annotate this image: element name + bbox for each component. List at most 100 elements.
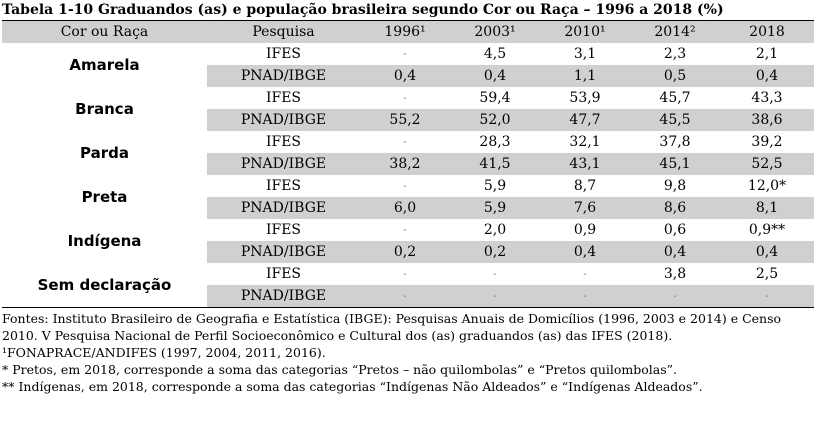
value-cell: 1,1 <box>540 65 630 87</box>
value-cell: 0,4 <box>360 65 450 87</box>
value-cell: 8,7 <box>540 175 630 197</box>
value-cell: 39,2 <box>720 131 814 153</box>
value-cell: 41,5 <box>450 153 540 175</box>
value-cell: 8,1 <box>720 197 814 219</box>
value-cell: 43,3 <box>720 87 814 109</box>
value-cell: 7,6 <box>540 197 630 219</box>
survey-cell: IFES <box>207 43 360 65</box>
column-header: 2018 <box>720 20 814 43</box>
footnote: ¹FONAPRACE/ANDIFES (1997, 2004, 2011, 20… <box>2 345 326 360</box>
value-cell: 28,3 <box>450 131 540 153</box>
value-cell: - <box>360 131 450 153</box>
value-cell: - <box>360 43 450 65</box>
survey-cell: PNAD/IBGE <box>207 109 360 131</box>
value-cell: 59,4 <box>450 87 540 109</box>
value-cell: - <box>360 285 450 308</box>
column-header: 1996¹ <box>360 20 450 43</box>
column-header: Cor ou Raça <box>2 20 207 43</box>
value-cell: 38,6 <box>720 109 814 131</box>
value-cell: 53,9 <box>540 87 630 109</box>
value-cell: 45,1 <box>630 153 720 175</box>
column-header: Pesquisa <box>207 20 360 43</box>
value-cell: - <box>450 263 540 285</box>
value-cell: 2,3 <box>630 43 720 65</box>
value-cell: 52,5 <box>720 153 814 175</box>
value-cell: - <box>630 285 720 308</box>
value-cell: 0,4 <box>720 241 814 263</box>
value-cell: - <box>360 87 450 109</box>
value-cell: - <box>360 175 450 197</box>
table-row: PNAD/IBGE 55,2 52,0 47,7 45,5 38,6 <box>2 109 814 131</box>
column-header: 2003¹ <box>450 20 540 43</box>
race-group-label: Indígena <box>2 219 207 263</box>
value-cell: - <box>360 263 450 285</box>
value-cell: 45,5 <box>630 109 720 131</box>
table-row: PNAD/IBGE 0,4 0,4 1,1 0,5 0,4 <box>2 65 814 87</box>
footnotes: Fontes: Instituto Brasileiro de Geografi… <box>2 310 820 395</box>
table-row: Parda IFES -28,3 32,1 37,8 39,2 <box>2 131 814 175</box>
value-cell: 45,7 <box>630 87 720 109</box>
table-row: PNAD/IBGE 38,2 41,5 43,1 45,1 52,5 <box>2 153 814 175</box>
survey-cell: IFES <box>207 175 360 197</box>
value-cell: 0,9** <box>720 219 814 241</box>
data-table: Cor ou Raça Pesquisa 1996¹ 2003¹ 2010¹ 2014² 2… <box>2 20 814 308</box>
table-row: PNAD/IBGE 0,2 0,2 0,4 0,4 0,4 <box>2 241 814 263</box>
survey-cell: PNAD/IBGE <box>207 153 360 175</box>
table-row: Preta IFES -5,9 8,7 9,8 12,0* <box>2 175 814 219</box>
race-group-label: Branca <box>2 87 207 131</box>
value-cell: - <box>720 285 814 308</box>
value-cell: 8,6 <box>630 197 720 219</box>
value-cell: - <box>540 263 630 285</box>
table-row: Branca IFES -59,4 53,9 45,7 43,3 <box>2 87 814 131</box>
table-row: Indígena IFES -2,0 0,9 0,6 0,9** <box>2 219 814 263</box>
value-cell: 55,2 <box>360 109 450 131</box>
table-figure: Tabela 1-10 Graduandos (as) e população … <box>2 0 820 395</box>
race-group-label: Preta <box>2 175 207 219</box>
value-cell: 0,2 <box>360 241 450 263</box>
value-cell: 0,4 <box>450 65 540 87</box>
value-cell: 47,7 <box>540 109 630 131</box>
value-cell: 52,0 <box>450 109 540 131</box>
value-cell: 4,5 <box>450 43 540 65</box>
value-cell: 6,0 <box>360 197 450 219</box>
value-cell: 32,1 <box>540 131 630 153</box>
value-cell: - <box>450 285 540 308</box>
survey-cell: PNAD/IBGE <box>207 285 360 308</box>
value-cell: 0,4 <box>720 65 814 87</box>
table-row: Sem declaração IFES - - -3,8 2,5 <box>2 263 814 308</box>
value-cell: 9,8 <box>630 175 720 197</box>
footnote: * Pretos, em 2018, corresponde a soma da… <box>2 362 678 377</box>
value-cell: 5,9 <box>450 197 540 219</box>
header-row: Cor ou Raça Pesquisa 1996¹ 2003¹ 2010¹ 2014² 2… <box>2 20 814 43</box>
value-cell: 5,9 <box>450 175 540 197</box>
table-row: PNAD/IBGE - - - - - <box>2 285 814 308</box>
value-cell: - <box>360 219 450 241</box>
survey-cell: PNAD/IBGE <box>207 65 360 87</box>
column-header: 2014² <box>630 20 720 43</box>
value-cell: 38,2 <box>360 153 450 175</box>
survey-cell: IFES <box>207 87 360 109</box>
table-title: Tabela 1-10 Graduandos (as) e população … <box>2 2 724 18</box>
survey-cell: PNAD/IBGE <box>207 197 360 219</box>
race-group-label: Amarela <box>2 43 207 87</box>
race-group-label: Sem declaração <box>2 263 207 308</box>
survey-cell: PNAD/IBGE <box>207 241 360 263</box>
survey-cell: IFES <box>207 219 360 241</box>
value-cell: 0,4 <box>630 241 720 263</box>
value-cell: 2,0 <box>450 219 540 241</box>
value-cell: - <box>540 285 630 308</box>
value-cell: 3,1 <box>540 43 630 65</box>
survey-cell: IFES <box>207 263 360 285</box>
value-cell: 43,1 <box>540 153 630 175</box>
value-cell: 12,0* <box>720 175 814 197</box>
value-cell: 0,5 <box>630 65 720 87</box>
footnote: ** Indígenas, em 2018, corresponde a som… <box>2 379 703 394</box>
value-cell: 0,9 <box>540 219 630 241</box>
value-cell: 37,8 <box>630 131 720 153</box>
survey-cell: IFES <box>207 131 360 153</box>
table-row: PNAD/IBGE 6,0 5,9 7,6 8,6 8,1 <box>2 197 814 219</box>
table-row: Amarela IFES -4,5 3,1 2,3 2,1 <box>2 43 814 87</box>
footnote: Fontes: Instituto Brasileiro de Geografi… <box>2 311 782 343</box>
value-cell: 3,8 <box>630 263 720 285</box>
value-cell: 0,6 <box>630 219 720 241</box>
